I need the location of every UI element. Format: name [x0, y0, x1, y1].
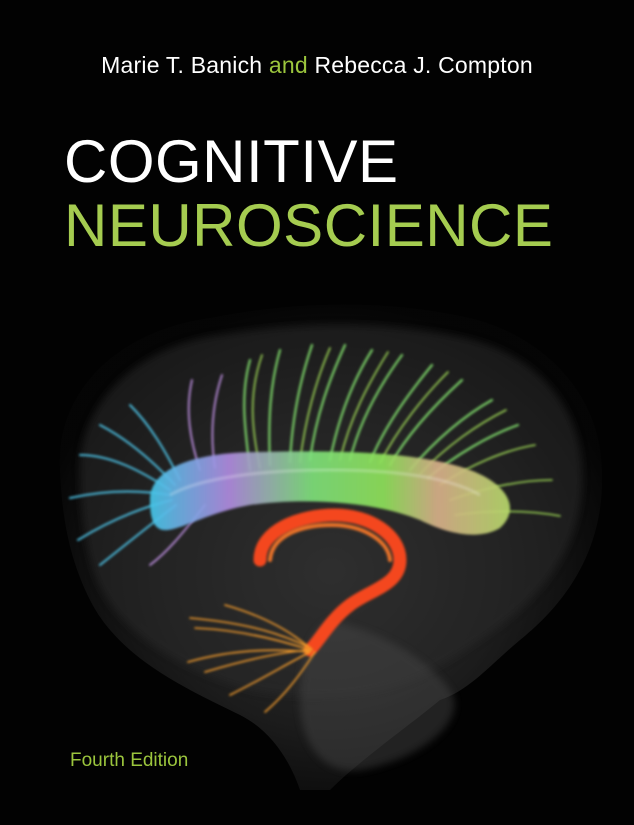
title-line-2: NEUROSCIENCE — [64, 192, 554, 259]
title-line-1: COGNITIVE — [64, 128, 399, 195]
fornix — [253, 508, 407, 657]
corpus-callosum — [150, 451, 510, 535]
author-conjunction: and — [268, 52, 308, 78]
authors-line: Marie T. Banich and Rebecca J. Compton — [0, 52, 634, 79]
author-1: Marie T. Banich — [101, 52, 263, 78]
edition-label: Fourth Edition — [70, 750, 189, 771]
book-title: COGNITIVE NEUROSCIENCE — [64, 130, 624, 258]
author-2: Rebecca J. Compton — [314, 52, 533, 78]
